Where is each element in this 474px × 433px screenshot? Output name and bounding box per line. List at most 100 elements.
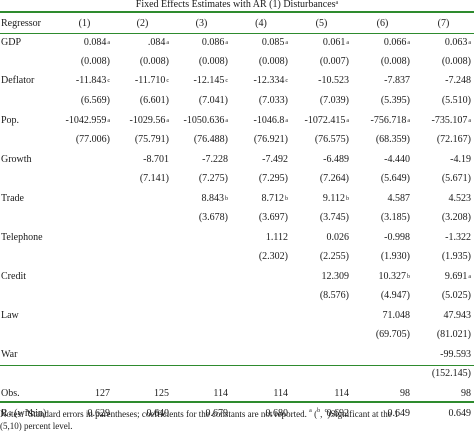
significance-mark: c — [285, 77, 288, 84]
table-cell: -756.718 a — [352, 110, 413, 131]
cell-value: -1072.415 — [304, 114, 346, 126]
cell-value: (77.006) — [75, 134, 110, 145]
cell-value: (76.575) — [314, 134, 349, 145]
table-cell: -735.107 a — [413, 110, 474, 131]
cell-value: (3.745) — [319, 212, 349, 223]
row-label: Pop. — [0, 110, 56, 131]
row-label-blank — [0, 53, 56, 70]
table-cell — [56, 326, 113, 344]
cell-value: -10.523 — [318, 74, 349, 86]
bottom-rule — [0, 401, 474, 403]
table-cell: 127 — [56, 383, 113, 405]
table-cell — [113, 266, 172, 287]
cell-value: (81.021) — [436, 329, 471, 340]
table-cell: -10.523 — [291, 70, 352, 91]
cell-value: .084 — [147, 37, 166, 48]
table-cell: (68.359) — [352, 131, 413, 149]
caption-footnote-mark: a — [335, 0, 339, 6]
cell-value: (7.264) — [319, 173, 349, 184]
table-cell — [172, 287, 231, 305]
table-notes: Notes: aStandard errors in parentheses; … — [0, 408, 474, 432]
table-cell: 0.649 — [413, 405, 474, 422]
notes-text: Standard errors in parentheses; coeffici… — [28, 409, 310, 419]
table-cell: (7.039) — [291, 91, 352, 110]
cell-value: (6.569) — [80, 94, 110, 106]
table-cell — [172, 344, 231, 365]
table-cell — [113, 326, 172, 344]
cell-value: (5.510) — [441, 94, 471, 106]
table-cell: -1029.56 a — [113, 110, 172, 131]
notes-prefix: Notes: — [0, 409, 26, 419]
cell-value: (4.947) — [380, 290, 410, 301]
cell-value: 0.679 — [205, 407, 229, 419]
header-col-6: (6) — [376, 18, 389, 29]
table-cell: (0.008) — [231, 53, 291, 70]
cell-value: (3.208) — [441, 212, 471, 223]
table-cell — [231, 287, 291, 305]
notes-line-2: (5,10) percent level. — [0, 421, 73, 431]
cell-value: 114 — [334, 388, 349, 399]
table-cell: (76.921) — [231, 131, 291, 149]
table-caption: Fixed Effects Estimates with AR (1) Dist… — [0, 0, 474, 10]
header-rule — [0, 33, 474, 34]
cell-value: -1042.959 — [65, 114, 107, 126]
significance-mark: a — [285, 117, 288, 124]
cell-value: 98 — [400, 388, 410, 399]
table-cell: 10.327 b — [352, 266, 413, 287]
cell-value: (7.039) — [319, 94, 349, 106]
cell-value: -1050.636 — [183, 114, 225, 126]
cell-value: (3.185) — [380, 212, 410, 223]
table-cell: (7.295) — [231, 170, 291, 188]
table-cell: -0.998 — [352, 227, 413, 248]
cell-value: 127 — [95, 388, 110, 399]
sig-mark-b: b — [317, 408, 321, 414]
cell-value: 8.712 — [261, 192, 285, 204]
table-cell — [56, 188, 113, 209]
cell-value: (75.791) — [134, 134, 169, 145]
cell-value: -99.593 — [440, 348, 471, 360]
cell-value: (0.008) — [258, 55, 288, 67]
cell-value: 4.587 — [387, 192, 411, 204]
row-label: Growth — [0, 149, 56, 170]
table-cell: (152.145) — [413, 365, 474, 383]
significance-mark: a — [166, 40, 169, 46]
cell-value: -8.701 — [143, 153, 169, 165]
cell-value: -756.718 — [370, 114, 407, 126]
table-cell: -7.837 — [352, 70, 413, 91]
header-col-3: (3) — [195, 18, 208, 29]
table-cell: -1046.8 a — [231, 110, 291, 131]
table-cell: 9.112 b — [291, 188, 352, 209]
table-cell: (3.745) — [291, 209, 352, 227]
cell-value: 0.063 — [444, 37, 468, 48]
table-cell: 8.712 b — [231, 188, 291, 209]
sig-tail: )Significant at the 1 — [327, 409, 399, 419]
table-cell: (5.510) — [413, 91, 474, 110]
cell-value: -12.334 — [253, 74, 285, 86]
table-cell — [352, 344, 413, 365]
notes-mark: a — [25, 408, 29, 414]
cell-value: -7.248 — [445, 74, 471, 86]
cell-value: -1029.56 — [129, 114, 166, 126]
table-cell: 4.523 — [413, 188, 474, 209]
table-cell: (3.697) — [231, 209, 291, 227]
cell-value: (3.678) — [198, 212, 228, 223]
table-cell — [172, 326, 231, 344]
table-cell: 0.086 a — [172, 33, 231, 53]
table-cell: (69.705) — [352, 326, 413, 344]
row-label-text: R — [1, 407, 8, 419]
table-cell — [291, 344, 352, 365]
table-cell: -99.593 — [413, 344, 474, 365]
cell-value: (7.275) — [198, 173, 228, 184]
table-cell — [113, 188, 172, 209]
table-cell — [291, 326, 352, 344]
table-cell: (8.576) — [291, 287, 352, 305]
cell-value: 0.086 — [201, 37, 225, 48]
significance-mark: b — [346, 195, 349, 202]
table-cell: 0.629 — [56, 405, 113, 422]
table-cell — [56, 170, 113, 188]
table-cell — [231, 344, 291, 365]
significance-mark: a — [407, 117, 410, 124]
table-cell: 12.309 — [291, 266, 352, 287]
table-cell — [113, 248, 172, 266]
